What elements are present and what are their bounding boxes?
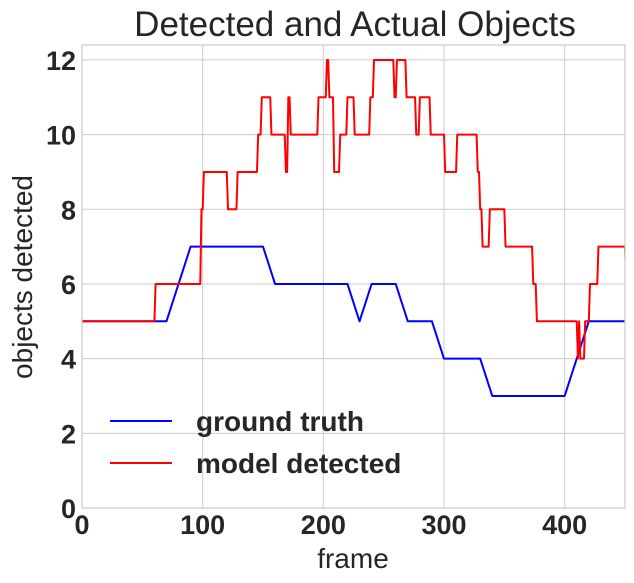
series-layer	[82, 58, 625, 397]
x-tick-labels: 0 100 200 300 400	[74, 510, 587, 540]
x-axis-label: frame	[317, 543, 389, 574]
y-tick-label: 8	[61, 195, 76, 225]
y-tick-label: 4	[61, 345, 76, 375]
y-tick-label: 2	[61, 419, 76, 449]
chart-title: Detected and Actual Objects	[134, 5, 576, 44]
legend: ground truth model detected	[110, 406, 401, 479]
y-tick-label: 10	[46, 121, 76, 151]
ground-truth-series-line	[82, 245, 625, 397]
y-tick-labels: 0 2 4 6 8 10 12	[46, 46, 76, 524]
model-detected-series-line	[82, 58, 625, 360]
x-tick-label: 400	[542, 510, 587, 540]
y-tick-label: 6	[61, 270, 76, 300]
x-tick-label: 100	[180, 510, 225, 540]
y-axis-label: objects detected	[7, 175, 38, 379]
x-tick-label: 0	[74, 510, 89, 540]
plot-frame	[81, 44, 626, 509]
x-tick-label: 300	[421, 510, 466, 540]
ground-truth-legend-label: ground truth	[196, 406, 364, 437]
model-detected-legend-label: model detected	[196, 448, 401, 479]
y-tick-label: 12	[46, 46, 76, 76]
x-tick-label: 200	[301, 510, 346, 540]
y-tick-label: 0	[61, 494, 76, 524]
